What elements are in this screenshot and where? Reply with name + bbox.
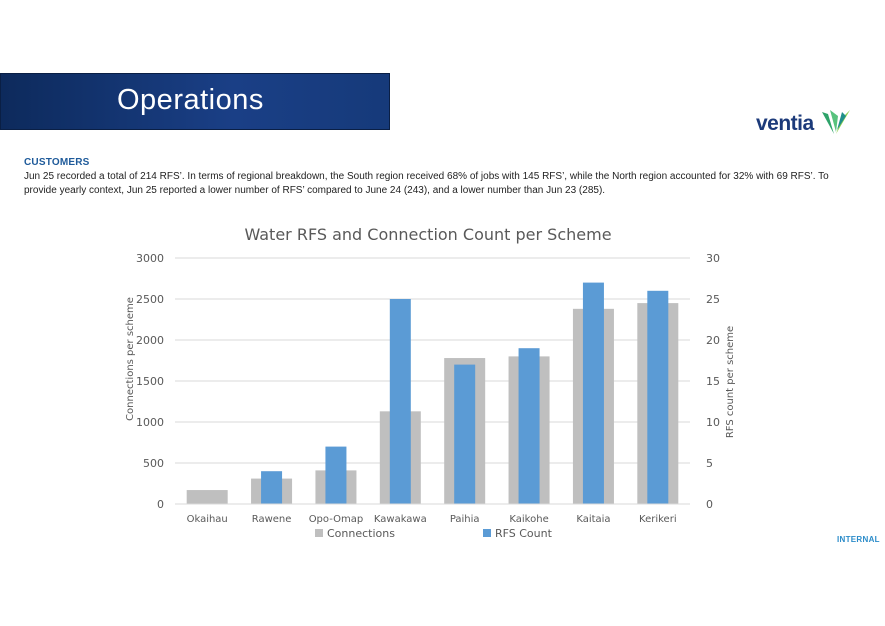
y2-tick-label: 30: [706, 252, 720, 265]
y2-tick-label: 0: [706, 498, 713, 511]
y2-tick-label: 25: [706, 293, 720, 306]
y2-tick-label: 10: [706, 416, 720, 429]
legend-label-rfs: RFS Count: [495, 527, 553, 540]
x-tick-label: Kerikeri: [639, 514, 677, 525]
logo-text: ventia: [756, 112, 814, 135]
x-tick-label: Paihia: [450, 514, 480, 525]
summary-paragraph: Jun 25 recorded a total of 214 RFS’. In …: [24, 171, 829, 196]
rfs-count-bar: [261, 471, 283, 504]
y2-tick-label: 15: [706, 375, 720, 388]
legend-swatch-connections: [315, 529, 323, 537]
y-tick-label: 2500: [136, 293, 164, 306]
legend-swatch-rfs: [483, 529, 491, 537]
rfs-count-bar: [325, 446, 347, 504]
rfs-count-bar: [647, 290, 669, 504]
y-tick-label: 3000: [136, 252, 164, 265]
title-banner: Operations: [0, 73, 390, 130]
x-tick-label: Kaikohe: [509, 514, 548, 525]
x-tick-label: Kaitaia: [576, 514, 610, 525]
y-tick-label: 500: [143, 457, 164, 470]
x-tick-label: Opo-Omap: [309, 514, 364, 525]
x-tick-label: Okaihau: [187, 514, 228, 525]
y-tick-label: 1500: [136, 375, 164, 388]
connections-bar: [186, 490, 228, 504]
x-tick-label: Kawakawa: [374, 514, 427, 525]
legend-label-connections: Connections: [327, 527, 395, 540]
rfs-count-bar: [582, 282, 604, 504]
page-title: Operations: [117, 84, 264, 116]
y2-tick-label: 5: [706, 457, 713, 470]
y-tick-label: 1000: [136, 416, 164, 429]
rfs-count-bar: [389, 299, 411, 504]
section-label: CUSTOMERS: [24, 157, 90, 168]
rfs-count-bar: [454, 364, 476, 504]
ventia-logo: ventia: [756, 108, 856, 138]
y-axis-label: Connections per scheme: [125, 297, 136, 421]
y2-tick-label: 20: [706, 334, 720, 347]
y2-axis-label: RFS count per scheme: [725, 326, 736, 438]
x-tick-label: Rawene: [252, 514, 292, 525]
classification-label: INTERNAL: [837, 535, 880, 544]
chart-title: Water RFS and Connection Count per Schem…: [244, 225, 611, 244]
leaf-logo-icon: [822, 110, 850, 134]
y-tick-label: 2000: [136, 334, 164, 347]
y-tick-label: 0: [157, 498, 164, 511]
rfs-count-bar: [518, 348, 540, 504]
